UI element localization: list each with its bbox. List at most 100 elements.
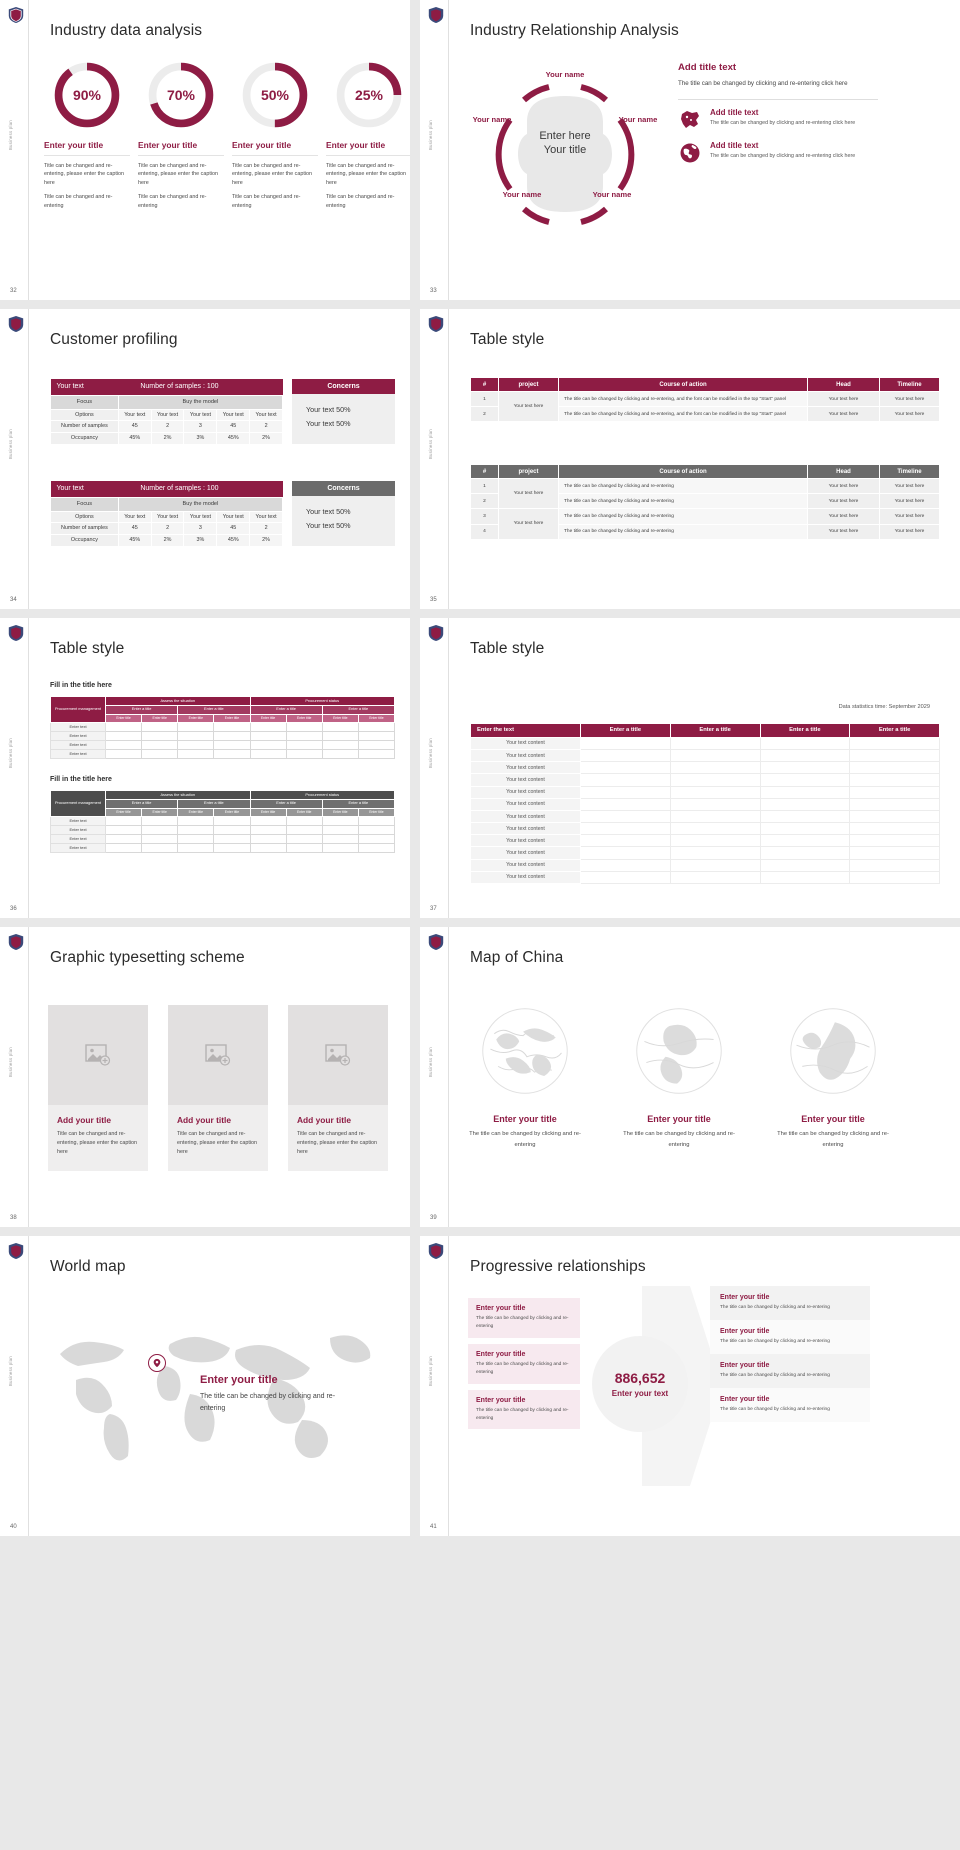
image-placeholder[interactable] xyxy=(288,1005,388,1105)
cell[interactable] xyxy=(104,731,143,741)
card-item[interactable]: Add your title Title can be changed and … xyxy=(168,1005,268,1171)
cell[interactable] xyxy=(669,870,761,885)
slide-34[interactable]: Business plan Customer profiling Your te… xyxy=(0,309,410,609)
content-table[interactable]: Enter the text Enter a title Enter a tit… xyxy=(470,723,940,885)
cell[interactable] xyxy=(321,842,359,853)
cell[interactable] xyxy=(357,825,396,835)
cell[interactable] xyxy=(249,739,287,750)
action-table-bottom[interactable]: # project Course of action Head Timeline… xyxy=(470,464,940,540)
cell[interactable] xyxy=(249,748,287,759)
cell[interactable] xyxy=(357,739,396,750)
cell[interactable] xyxy=(669,736,761,750)
cell[interactable] xyxy=(249,731,287,741)
cell[interactable] xyxy=(249,825,287,835)
cell[interactable] xyxy=(580,870,671,885)
cell[interactable] xyxy=(669,809,761,824)
cell[interactable] xyxy=(357,842,396,853)
cell[interactable] xyxy=(580,761,671,775)
cell[interactable] xyxy=(321,816,359,826)
globe-item[interactable]: Enter your title The title can be change… xyxy=(768,1003,898,1150)
donut-item[interactable]: 70% Enter your title Title can be change… xyxy=(138,62,224,216)
cell[interactable] xyxy=(285,833,323,844)
cell[interactable] xyxy=(580,858,671,872)
card-item[interactable]: Add your title Title can be changed and … xyxy=(48,1005,148,1171)
cell[interactable] xyxy=(141,825,179,835)
cell[interactable] xyxy=(849,761,940,775)
cell[interactable] xyxy=(669,834,761,848)
cell[interactable] xyxy=(321,722,359,732)
wheel-node-3[interactable]: Your name xyxy=(592,190,632,199)
slide-36[interactable]: Business plan Table style Fill in the ti… xyxy=(0,618,410,918)
procurement-table-b[interactable]: Procurement management Assess the situat… xyxy=(50,789,396,853)
cell[interactable] xyxy=(141,739,179,750)
cell[interactable] xyxy=(669,773,761,787)
relationship-wheel[interactable]: Enter here Your title Your name Your nam… xyxy=(465,62,665,247)
cell[interactable] xyxy=(759,785,851,799)
cell[interactable] xyxy=(104,739,143,750)
cell[interactable] xyxy=(759,834,851,848)
slide-40[interactable]: Business plan World map Enter your title… xyxy=(0,1236,410,1536)
globe-item[interactable]: Enter your title The title can be change… xyxy=(460,1003,590,1150)
procurement-table-a[interactable]: Procurement management Assess the situat… xyxy=(50,695,396,759)
wheel-node-5[interactable]: Your name xyxy=(472,115,512,124)
cell[interactable] xyxy=(141,731,179,741)
slide-33[interactable]: Business plan Industry Relationship Anal… xyxy=(420,0,960,300)
left-block[interactable]: Enter your title The title can be change… xyxy=(468,1389,580,1430)
card-item[interactable]: Add your title Title can be changed and … xyxy=(288,1005,388,1171)
cell[interactable] xyxy=(213,748,251,759)
cell[interactable] xyxy=(580,736,671,750)
cell[interactable] xyxy=(104,825,143,835)
cell[interactable] xyxy=(249,842,287,853)
right-block[interactable]: Enter your title The title can be change… xyxy=(710,1387,870,1422)
cell[interactable] xyxy=(213,842,251,853)
cell[interactable] xyxy=(285,842,323,853)
cell[interactable] xyxy=(580,797,671,811)
right-block[interactable]: Enter your title The title can be change… xyxy=(710,1286,870,1320)
slide-35[interactable]: Business plan Table style # project Cour… xyxy=(420,309,960,609)
cell[interactable] xyxy=(321,825,359,835)
cell[interactable] xyxy=(213,833,251,844)
cell[interactable] xyxy=(104,722,143,732)
slide-41[interactable]: Business plan Progressive relationships … xyxy=(420,1236,960,1536)
wheel-node-1[interactable]: Your name xyxy=(545,70,585,79)
cell[interactable] xyxy=(849,748,940,763)
cell[interactable] xyxy=(357,833,396,844)
cell[interactable] xyxy=(104,748,143,759)
cell[interactable] xyxy=(580,834,671,848)
right-block[interactable]: Enter your title The title can be change… xyxy=(710,1319,870,1354)
cell[interactable] xyxy=(759,736,851,750)
cell[interactable] xyxy=(580,809,671,824)
slide-32[interactable]: Business plan Industry data analysis 90%… xyxy=(0,0,410,300)
cell[interactable] xyxy=(759,748,851,763)
cell[interactable] xyxy=(177,816,215,826)
cell[interactable] xyxy=(104,833,143,844)
left-block[interactable]: Enter your title The title can be change… xyxy=(468,1298,580,1338)
cell[interactable] xyxy=(321,833,359,844)
cell[interactable] xyxy=(213,722,251,732)
wheel-node-4[interactable]: Your name xyxy=(502,190,542,199)
cell[interactable] xyxy=(759,797,851,811)
cell[interactable] xyxy=(285,739,323,750)
cell[interactable] xyxy=(759,870,851,885)
cell[interactable] xyxy=(177,739,215,750)
cell[interactable] xyxy=(849,858,940,872)
cell[interactable] xyxy=(177,748,215,759)
cell[interactable] xyxy=(580,785,671,799)
cell[interactable] xyxy=(759,822,851,836)
cell[interactable] xyxy=(849,846,940,860)
image-placeholder[interactable] xyxy=(48,1005,148,1105)
cell[interactable] xyxy=(669,785,761,799)
customer-table-1[interactable]: Your text Number of samples : 100 Focus Bu… xyxy=(50,379,284,445)
right-block[interactable]: Enter your title The title can be change… xyxy=(710,1353,870,1388)
cell[interactable] xyxy=(669,846,761,860)
cell[interactable] xyxy=(141,722,179,732)
donut-item[interactable]: 25% Enter your title Title can be change… xyxy=(326,62,410,216)
cell[interactable] xyxy=(213,825,251,835)
donut-item[interactable]: 50% Enter your title Title can be change… xyxy=(232,62,318,216)
concerns-panel-1[interactable]: Concerns Your text 50% Your text 50% xyxy=(292,379,395,444)
cell[interactable] xyxy=(321,739,359,750)
image-placeholder[interactable] xyxy=(168,1005,268,1105)
cell[interactable] xyxy=(213,739,251,750)
cell[interactable] xyxy=(249,816,287,826)
cell[interactable] xyxy=(669,748,761,763)
